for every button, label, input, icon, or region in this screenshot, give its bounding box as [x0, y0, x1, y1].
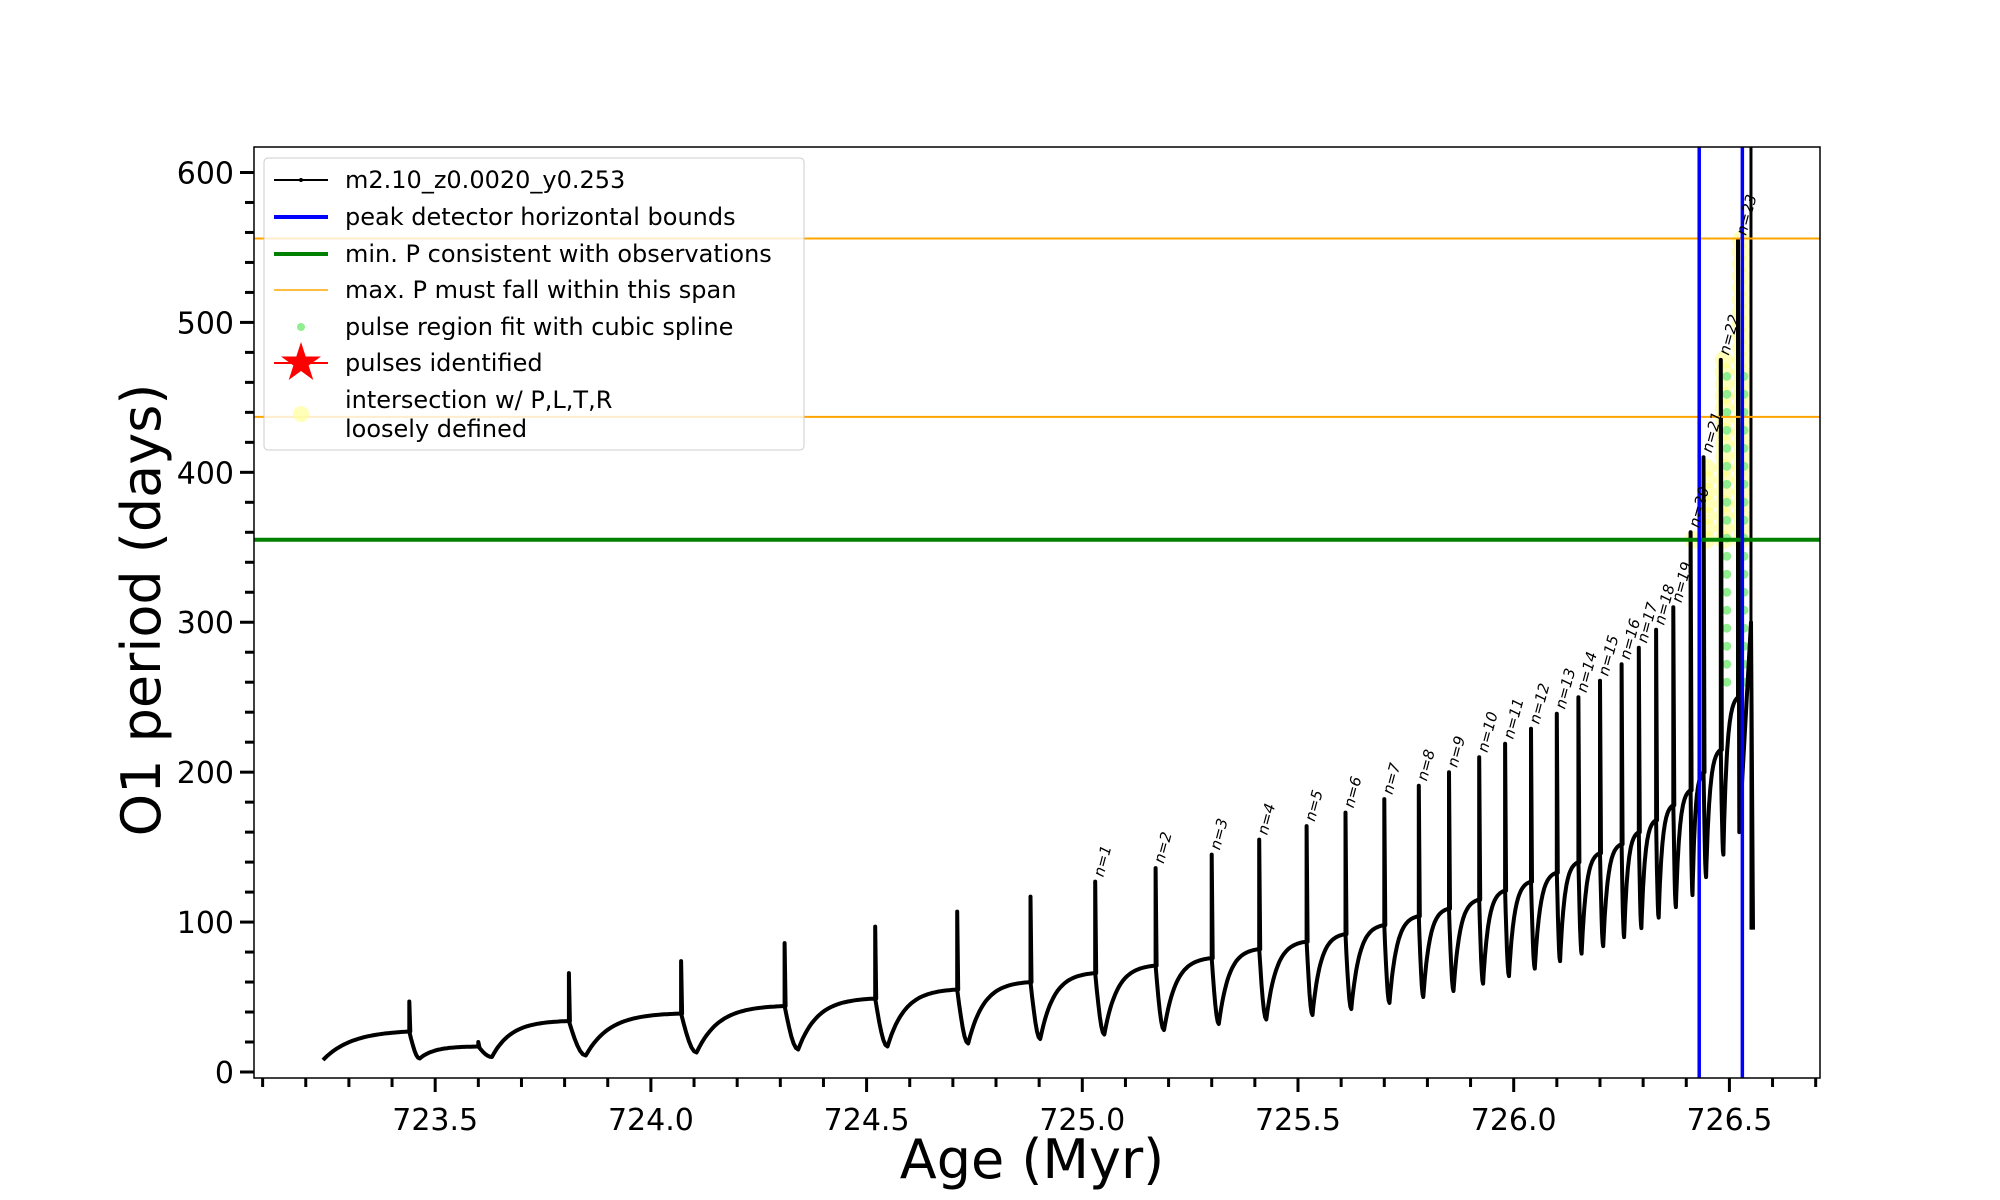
axes-frame	[253, 146, 1821, 1079]
legend-label: pulse region fit with cubic spline	[345, 313, 733, 341]
spline-fit-point	[1722, 515, 1732, 525]
pulse-label: n=8	[1413, 747, 1439, 782]
legend-circle-icon	[293, 406, 309, 422]
x-tick-label: 724.0	[608, 1103, 694, 1138]
spline-fit-point	[1722, 551, 1732, 561]
legend-label: m2.10_z0.0020_y0.253	[345, 166, 625, 194]
spline-fit-point	[1722, 461, 1732, 471]
legend-dot-icon	[297, 323, 305, 331]
x-axis-label: Age (Myr)	[900, 1128, 1165, 1191]
y-tick-label: 0	[215, 1056, 234, 1091]
pulse-label: n=2	[1150, 830, 1176, 865]
legend-label: min. P consistent with observations	[345, 240, 772, 268]
spline-fit-point	[1722, 641, 1732, 651]
x-tick-label: 724.5	[824, 1103, 910, 1138]
x-tick-label: 725.0	[1039, 1103, 1125, 1138]
y-tick-label: 600	[177, 156, 234, 191]
x-tick-label: 723.5	[392, 1103, 478, 1138]
legend-label: max. P must fall within this span	[345, 276, 736, 304]
spline-fit-point	[1722, 389, 1732, 399]
pulse-label: n=23	[1733, 193, 1761, 237]
pulse-label: n=9	[1443, 734, 1469, 769]
series-line	[321, 238, 1755, 1062]
pulse-label: n=6	[1340, 774, 1366, 809]
star-icon	[281, 342, 321, 380]
pulse-label: n=11	[1500, 696, 1528, 740]
x-tick-label: 725.5	[1255, 1103, 1341, 1138]
y-tick-label: 400	[177, 456, 234, 491]
spline-fit-point	[1722, 623, 1732, 633]
spline-fit-point	[1722, 371, 1732, 381]
y-tick-label: 200	[177, 756, 234, 791]
legend-dot-icon	[299, 178, 303, 182]
axis-ticks: 723.5 724.0 724.5 725.0 725.5 726.0 726.5 0 100 2…	[177, 156, 1818, 1138]
y-tick-label: 500	[177, 306, 234, 341]
pulse-label: n=4	[1254, 801, 1280, 836]
spline-fit-point	[1722, 425, 1732, 435]
pulse-label: n=7	[1379, 761, 1405, 797]
spline-fit-point	[1722, 407, 1732, 417]
spline-fit-point	[1722, 497, 1732, 507]
x-tick-label: 726.5	[1686, 1103, 1772, 1138]
pulse-label: n=5	[1301, 788, 1327, 823]
x-tick-label: 726.0	[1471, 1103, 1557, 1138]
spline-fit-point	[1722, 443, 1732, 453]
legend-label: intersection w/ P,L,T,R	[345, 386, 612, 414]
legend-label: peak detector horizontal bounds	[345, 203, 736, 231]
pulse-label: n=3	[1206, 816, 1232, 851]
pulse-label: n=1	[1090, 843, 1116, 878]
plot-area: n=1 n=2 n=3 n=4 n=5 n=6 n=7 n=8 n=9 n=10n=11n=12 n…	[254, 147, 1820, 1078]
spline-fit-point	[1722, 569, 1732, 579]
pulse-label: n=12	[1525, 681, 1553, 725]
spline-fit-point	[1722, 587, 1732, 597]
legend-box	[263, 157, 805, 451]
spline-fit-point	[1722, 677, 1732, 687]
y-axis-label: O1 period (days)	[110, 384, 173, 837]
y-tick-label: 300	[177, 606, 234, 641]
spline-fit-point	[1722, 479, 1732, 489]
spline-fit-point	[1722, 605, 1732, 615]
legend-label: loosely defined	[345, 415, 527, 443]
y-tick-label: 100	[177, 906, 234, 941]
legend-label: pulses identified	[345, 349, 543, 377]
spline-fit-point	[1722, 659, 1732, 669]
pulse-label: n=10	[1474, 710, 1502, 754]
